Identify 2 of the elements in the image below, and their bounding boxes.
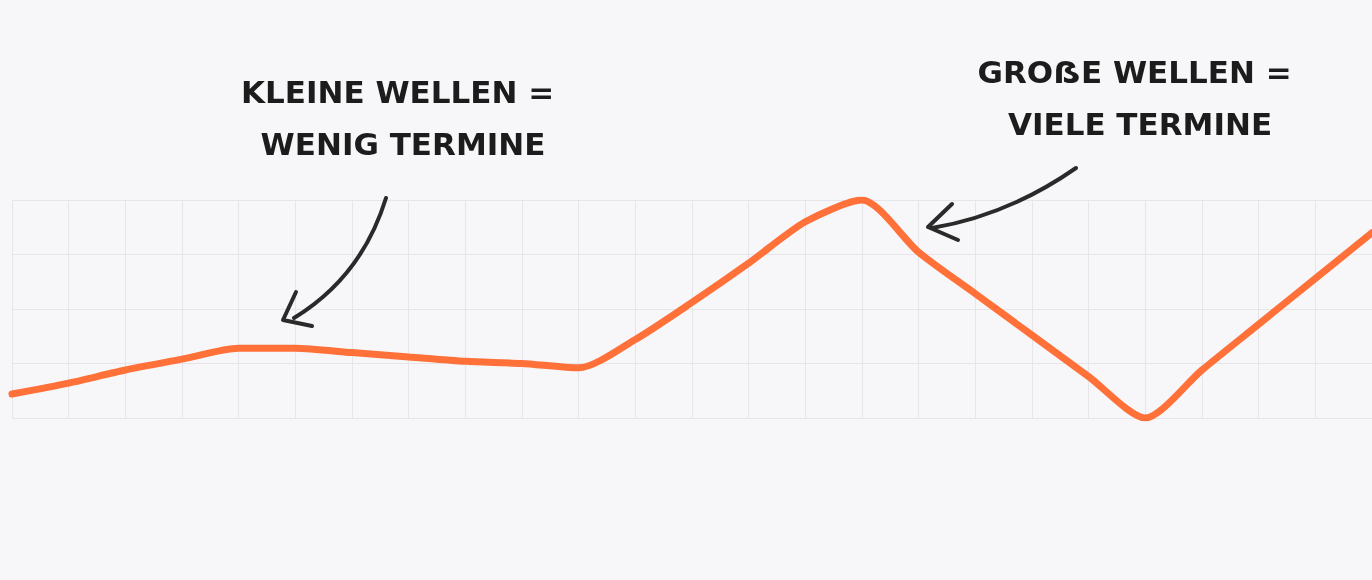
text: KLEINE WELLEN = WENIG TERMINE [241,74,565,162]
text: GROẞE WELLEN = VIELE TERMINE [977,54,1303,142]
